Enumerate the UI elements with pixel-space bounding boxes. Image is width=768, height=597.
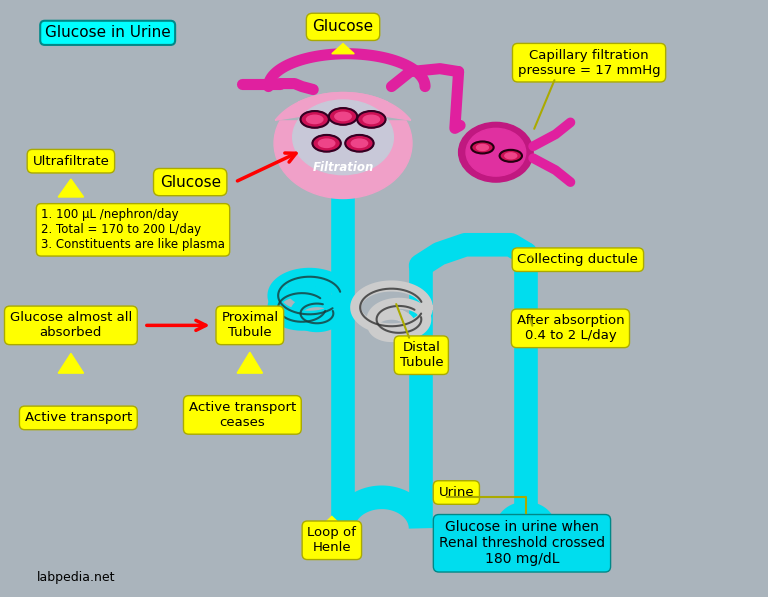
Polygon shape	[58, 179, 84, 197]
Ellipse shape	[274, 88, 412, 198]
Text: Glucose in urine when
Renal threshold crossed
180 mg/dL: Glucose in urine when Renal threshold cr…	[439, 520, 605, 567]
Ellipse shape	[329, 108, 357, 125]
Bar	[272, 48, 414, 119]
Text: Collecting ductule: Collecting ductule	[518, 253, 638, 266]
Ellipse shape	[363, 115, 379, 124]
Text: After absorption
0.4 to 2 L/day: After absorption 0.4 to 2 L/day	[517, 315, 624, 342]
Text: Glucose in Urine: Glucose in Urine	[45, 25, 170, 41]
Ellipse shape	[306, 115, 323, 124]
Text: labpedia.net: labpedia.net	[38, 571, 116, 584]
Ellipse shape	[505, 153, 517, 159]
Ellipse shape	[335, 112, 351, 121]
Ellipse shape	[346, 135, 373, 152]
Text: Glucose: Glucose	[160, 174, 220, 190]
Ellipse shape	[293, 100, 393, 174]
Ellipse shape	[500, 150, 522, 162]
Text: Active transport: Active transport	[25, 411, 132, 424]
Ellipse shape	[476, 144, 488, 150]
Text: Filtration: Filtration	[313, 161, 374, 174]
Polygon shape	[58, 353, 84, 373]
Polygon shape	[298, 93, 411, 120]
Polygon shape	[332, 44, 354, 54]
Text: 1. 100 μL /nephron/day
2. Total = 170 to 200 L/day
3. Constituents are like plas: 1. 100 μL /nephron/day 2. Total = 170 to…	[41, 208, 225, 251]
Text: Glucose: Glucose	[313, 19, 373, 35]
Ellipse shape	[458, 122, 533, 182]
Ellipse shape	[300, 111, 329, 128]
Ellipse shape	[319, 139, 335, 147]
Text: Active transport
ceases: Active transport ceases	[189, 401, 296, 429]
Ellipse shape	[466, 128, 525, 176]
Text: Glucose almost all
absorbed: Glucose almost all absorbed	[10, 312, 132, 339]
Ellipse shape	[472, 141, 494, 153]
Polygon shape	[319, 516, 345, 528]
Ellipse shape	[357, 111, 386, 128]
Text: Ultrafiltrate: Ultrafiltrate	[32, 155, 109, 168]
Polygon shape	[275, 93, 388, 120]
Text: Urine: Urine	[439, 486, 474, 499]
Ellipse shape	[313, 135, 341, 152]
Text: Capillary filtration
pressure = 17 mmHg: Capillary filtration pressure = 17 mmHg	[518, 49, 660, 76]
Text: Loop of
Henle: Loop of Henle	[307, 527, 356, 554]
Ellipse shape	[351, 139, 368, 147]
Text: Proximal
Tubule: Proximal Tubule	[221, 312, 278, 339]
Polygon shape	[237, 352, 263, 373]
Text: Distal
Tubule: Distal Tubule	[399, 341, 443, 369]
